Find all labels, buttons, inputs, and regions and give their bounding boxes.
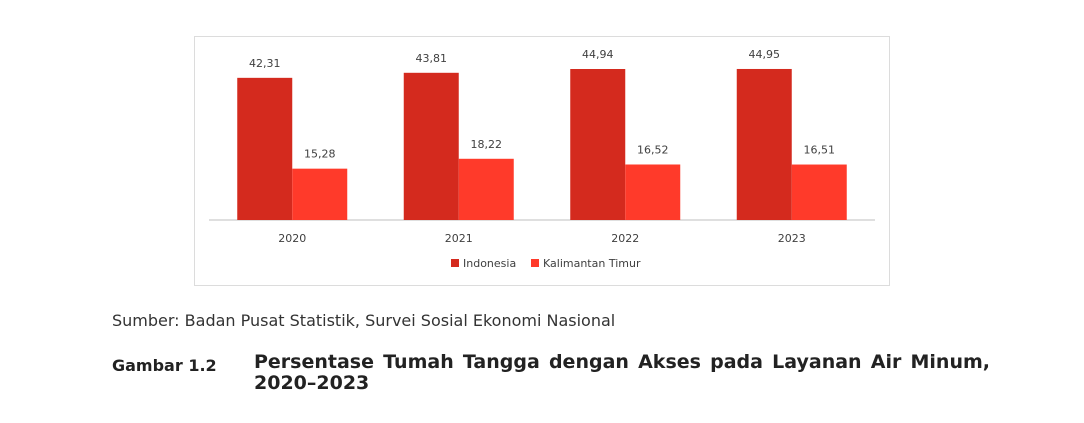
legend-swatch-indonesia xyxy=(451,259,459,267)
x-tick-label-2023: 2023 xyxy=(778,232,806,245)
legend-label-kalimantan-timur: Kalimantan Timur xyxy=(543,257,641,270)
legend-swatch-kalimantan-timur xyxy=(531,259,539,267)
bar-indonesia-2020 xyxy=(237,77,293,220)
figure-title: Persentase Tumah Tangga dengan Akses pad… xyxy=(254,351,990,394)
data-label-kalimantan-timur-2021: 18,22 xyxy=(471,138,503,151)
bar-kalimantan-timur-2021 xyxy=(458,158,514,220)
bar-indonesia-2023 xyxy=(736,68,792,220)
x-tick-label-2020: 2020 xyxy=(278,232,306,245)
chart-frame: 42,31 15,28 2020 43,81 18,22 2021 44,94 16,52 20… xyxy=(194,36,890,286)
bar-chart: 42,31 15,28 2020 43,81 18,22 2021 44,94 16,52 20… xyxy=(209,48,875,270)
figure-number: Gambar 1.2 xyxy=(112,356,217,375)
data-label-indonesia-2020: 42,31 xyxy=(249,57,281,70)
data-label-indonesia-2021: 43,81 xyxy=(416,52,448,65)
legend-label-indonesia: Indonesia xyxy=(463,257,516,270)
bar-kalimantan-timur-2020 xyxy=(292,168,348,220)
bar-indonesia-2021 xyxy=(403,72,459,220)
data-label-indonesia-2023: 44,95 xyxy=(749,48,781,61)
bar-kalimantan-timur-2022 xyxy=(625,164,681,220)
source-note: Sumber: Badan Pusat Statistik, Survei So… xyxy=(112,311,616,330)
bar-kalimantan-timur-2023 xyxy=(791,164,847,220)
data-label-indonesia-2022: 44,94 xyxy=(582,48,614,61)
x-tick-label-2021: 2021 xyxy=(445,232,473,245)
data-label-kalimantan-timur-2022: 16,52 xyxy=(637,143,669,156)
data-label-kalimantan-timur-2023: 16,51 xyxy=(804,144,836,157)
bar-indonesia-2022 xyxy=(570,69,626,220)
x-tick-label-2022: 2022 xyxy=(611,232,639,245)
data-label-kalimantan-timur-2020: 15,28 xyxy=(304,148,336,161)
